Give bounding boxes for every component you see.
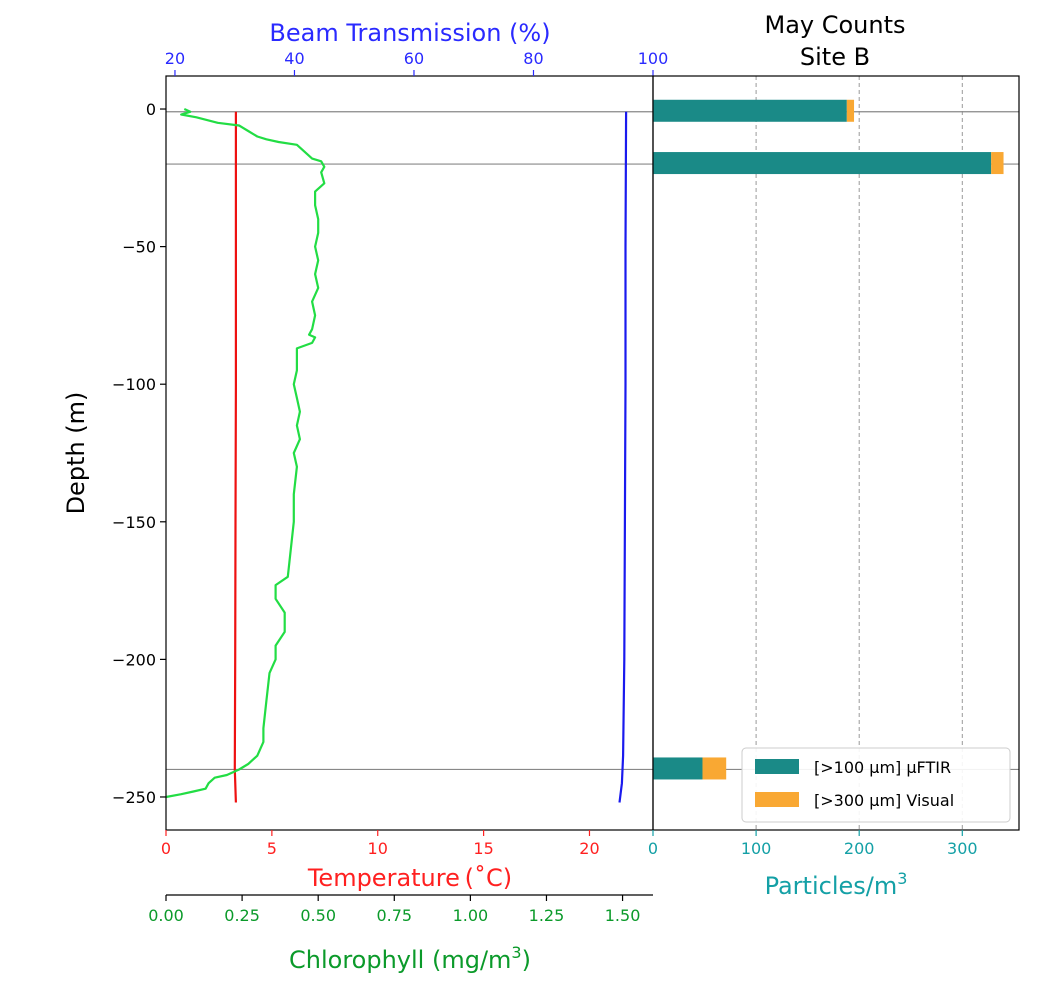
legend-swatch-visual: [755, 792, 799, 807]
depth-tick-label: −150: [112, 513, 156, 532]
temperature-tick-label: 0: [161, 839, 171, 858]
temperature-tick-label: 20: [579, 839, 599, 858]
temperature-tick-label: 5: [267, 839, 277, 858]
chlorophyll-tick-label: 0.50: [300, 906, 336, 925]
particles-tick-label: 200: [844, 839, 875, 858]
beam-tick-label: 100: [638, 49, 669, 68]
bar-frame: [652, 75, 1020, 831]
chlorophyll-axis-label: Chlorophyll (mg/m3): [289, 943, 531, 974]
particles-tick-label: 100: [741, 839, 772, 858]
particles-tick-label: 0: [648, 839, 658, 858]
profile-panel: 0 −50 −100 −150 −200 −250 Depth (m) 20 40 60 80 1…: [62, 19, 668, 974]
beam-axis: 20 40 60 80 100: [165, 49, 668, 76]
chlorophyll-tick-label: 0.25: [224, 906, 260, 925]
visual-bar: [702, 757, 727, 780]
chlorophyll-tick-label: 1.25: [529, 906, 565, 925]
profile-lines: [165, 108, 628, 803]
chlorophyll-tick-label: 0.00: [148, 906, 184, 925]
particles-tick-label: 300: [947, 839, 978, 858]
legend-label-ftir: [>100 μm] μFTIR: [814, 758, 951, 777]
depth-tick-label: −200: [112, 650, 156, 669]
chlorophyll-axis: 0.00 0.25 0.50 0.75 1.00 1.25 1.50: [148, 895, 640, 925]
depth-axis: 0 −50 −100 −150 −200 −250: [112, 100, 166, 807]
temperature-profile-line: [233, 111, 237, 803]
ftir-bar: [653, 152, 992, 175]
visual-bar: [991, 152, 1004, 175]
depth-tick-label: −250: [112, 788, 156, 807]
particles-label-main: Particles/m: [765, 872, 898, 900]
chlorophyll-tick-label: 0.75: [376, 906, 412, 925]
beam-tick-label: 80: [523, 49, 543, 68]
bar-title-line2: Site B: [800, 43, 870, 71]
profile-hlines: [166, 111, 653, 771]
legend-label-visual: [>300 μm] Visual: [814, 791, 954, 810]
temperature-tick-label: 15: [473, 839, 493, 858]
particles-axis: 0 100 200 300: [648, 830, 978, 858]
bar-panel: 0 100 200 300 May Counts Site B Particles/m…: [648, 11, 1020, 900]
depth-tick-label: −50: [122, 238, 156, 257]
profile-frame: [165, 75, 654, 831]
ftir-bar: [653, 99, 847, 122]
beam-tick-label: 40: [284, 49, 304, 68]
depth-tick-label: 0: [146, 100, 156, 119]
temperature-axis-label: Temperature (˚C): [307, 864, 512, 892]
chlorophyll-label-main: Chlorophyll (mg/m: [289, 946, 511, 974]
temperature-axis: 0 5 10 15 20: [161, 830, 600, 858]
bar-grid: [653, 76, 1019, 830]
beam-tick-label: 20: [165, 49, 185, 68]
ftir-bar: [653, 757, 703, 780]
bar-title-line1: May Counts: [764, 11, 905, 39]
beam-axis-label: Beam Transmission (%): [269, 19, 550, 47]
chlorophyll-profile-line: [165, 108, 326, 799]
chlorophyll-tick-label: 1.50: [605, 906, 641, 925]
beam-tick-label: 60: [404, 49, 424, 68]
depth-tick-label: −100: [112, 375, 156, 394]
temperature-tick-label: 10: [368, 839, 388, 858]
legend-swatch-ftir: [755, 759, 799, 774]
depth-axis-label: Depth (m): [62, 392, 90, 515]
legend-box: [741, 747, 1011, 823]
chlorophyll-label-sup: 3: [511, 943, 521, 962]
particles-axis-label: Particles/m3: [765, 869, 908, 900]
particles-label-sup: 3: [897, 869, 907, 888]
visual-bar: [846, 99, 855, 122]
bar-marks: [653, 99, 1004, 780]
chlorophyll-tick-label: 1.00: [453, 906, 489, 925]
chlorophyll-label-end: ): [522, 946, 531, 974]
beam-profile-line: [618, 111, 628, 803]
legend: [>100 μm] μFTIR [>300 μm] Visual: [741, 747, 1011, 823]
